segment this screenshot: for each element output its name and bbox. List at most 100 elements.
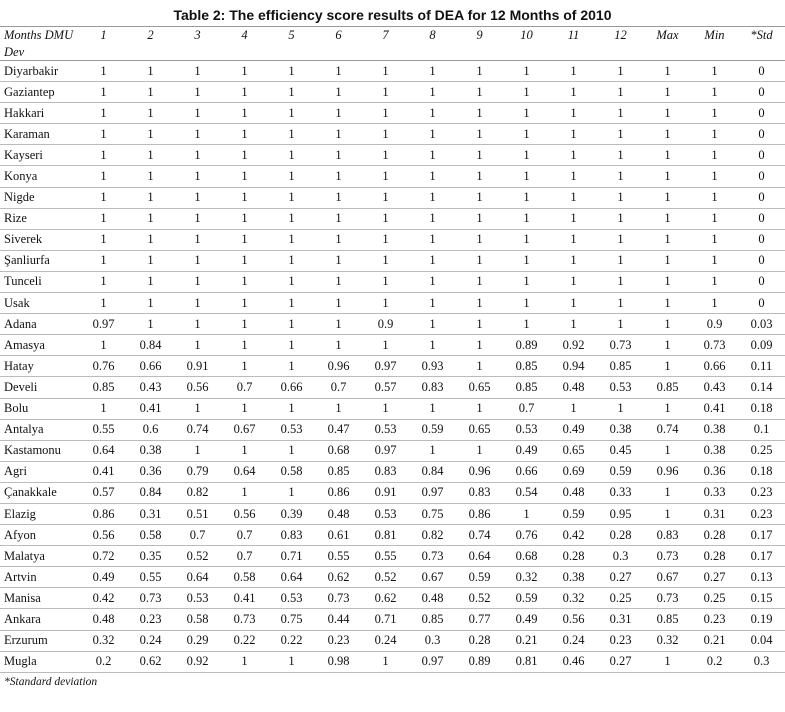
score-cell: 0.15 xyxy=(738,587,785,610)
score-cell: 0.53 xyxy=(268,419,315,441)
score-cell: 1 xyxy=(268,651,315,673)
score-cell: 0 xyxy=(738,250,785,272)
score-cell: 1 xyxy=(691,102,738,125)
score-cell: 1 xyxy=(409,398,456,420)
score-cell: 1 xyxy=(644,292,691,315)
score-cell: 1 xyxy=(268,398,315,420)
table-row: Şanliurfa 1 1 1 1 1 1 1 1 1 1 1 1 1 1 0 xyxy=(0,250,785,272)
score-cell: 1 xyxy=(409,144,456,167)
score-cell: 0.66 xyxy=(691,355,738,378)
dmu-name: Rize xyxy=(0,208,80,230)
score-cell: 1 xyxy=(362,398,409,420)
score-cell: 0.96 xyxy=(644,461,691,483)
score-cell: 1 xyxy=(644,334,691,357)
score-cell: 0 xyxy=(738,208,785,230)
dmu-name: Ankara xyxy=(0,608,80,631)
dmu-name: Antalya xyxy=(0,419,80,441)
score-cell: 0.33 xyxy=(691,482,738,504)
score-cell: 0.35 xyxy=(127,545,174,568)
score-cell: 1 xyxy=(503,123,550,146)
score-cell: 0.32 xyxy=(503,566,550,589)
score-cell: 0.86 xyxy=(80,503,127,526)
score-cell: 0.96 xyxy=(315,355,362,378)
score-cell: 1 xyxy=(644,250,691,272)
score-cell: 0.18 xyxy=(738,398,785,420)
score-cell: 1 xyxy=(550,271,597,294)
header-row: Months DMU 1 2 3 4 5 6 7 8 9 10 11 12 Max Min *Std xyxy=(0,26,785,44)
score-cell: 1 xyxy=(691,144,738,167)
score-cell: 1 xyxy=(174,187,221,209)
score-cell: 1 xyxy=(597,123,644,146)
score-cell: 1 xyxy=(503,271,550,294)
score-cell: 1 xyxy=(315,398,362,420)
score-cell: 1 xyxy=(550,292,597,315)
table-title: Table 2: The efficiency score results of… xyxy=(173,7,612,23)
score-cell: 0.27 xyxy=(597,566,644,589)
score-cell: 1 xyxy=(221,398,268,420)
score-cell: 1 xyxy=(315,229,362,251)
score-cell: 0.39 xyxy=(268,503,315,526)
score-cell: 0.67 xyxy=(221,419,268,441)
score-cell: 1 xyxy=(409,187,456,209)
score-cell: 1 xyxy=(315,165,362,188)
score-cell: 0.61 xyxy=(315,524,362,547)
score-cell: 1 xyxy=(691,292,738,315)
score-cell: 1 xyxy=(127,165,174,188)
score-cell: 0.56 xyxy=(174,376,221,399)
score-cell: 0.92 xyxy=(174,651,221,673)
score-cell: 1 xyxy=(644,144,691,167)
score-cell: 1 xyxy=(456,208,503,230)
score-cell: 1 xyxy=(691,250,738,272)
dmu-name: Agri xyxy=(0,461,80,483)
score-cell: 0.7 xyxy=(315,376,362,399)
score-cell: 1 xyxy=(268,187,315,209)
score-cell: 1 xyxy=(315,60,362,83)
score-cell: 0.58 xyxy=(221,566,268,589)
score-cell: 1 xyxy=(80,102,127,125)
score-cell: 0.48 xyxy=(80,608,127,631)
score-cell: 0.79 xyxy=(174,461,221,483)
header-cell: 4 xyxy=(221,26,268,44)
score-cell: 1 xyxy=(315,208,362,230)
score-cell: 1 xyxy=(268,334,315,357)
dmu-name: Nigde xyxy=(0,187,80,209)
score-cell: 0.24 xyxy=(127,630,174,652)
score-cell: 0.45 xyxy=(597,440,644,462)
score-cell: 0.17 xyxy=(738,524,785,547)
score-cell: 0.85 xyxy=(503,355,550,378)
score-cell: 0.95 xyxy=(597,503,644,526)
score-cell: 1 xyxy=(362,334,409,357)
footnote: *Standard deviation xyxy=(4,675,98,688)
score-cell: 0.14 xyxy=(738,376,785,399)
score-cell: 0.52 xyxy=(456,587,503,610)
score-cell: 1 xyxy=(80,292,127,315)
score-cell: 1 xyxy=(644,60,691,83)
score-cell: 0.85 xyxy=(409,608,456,631)
score-cell: 0.64 xyxy=(456,545,503,568)
score-cell: 1 xyxy=(174,144,221,167)
score-cell: 0.44 xyxy=(315,608,362,631)
score-cell: 1 xyxy=(80,334,127,357)
score-cell: 1 xyxy=(174,208,221,230)
score-cell: 0.48 xyxy=(550,376,597,399)
dmu-name: Afyon xyxy=(0,524,80,547)
dmu-name: Bolu xyxy=(0,398,80,420)
table-row: Gaziantep 1 1 1 1 1 1 1 1 1 1 1 1 1 1 0 xyxy=(0,81,785,104)
score-cell: 0.57 xyxy=(362,376,409,399)
score-cell: 0.55 xyxy=(80,419,127,441)
score-cell: 0.41 xyxy=(691,398,738,420)
score-cell: 1 xyxy=(503,102,550,125)
table-row: Bolu 1 0.41 1 1 1 1 1 1 1 0.7 1 1 1 0.41 0.18 xyxy=(0,398,785,420)
score-cell: 1 xyxy=(268,123,315,146)
score-cell: 0.31 xyxy=(597,608,644,631)
header-cell: 10 xyxy=(503,26,550,44)
score-cell: 1 xyxy=(362,123,409,146)
header-cell: 9 xyxy=(456,26,503,44)
score-cell: 1 xyxy=(127,271,174,294)
header-cell: 7 xyxy=(362,26,409,44)
score-cell: 1 xyxy=(127,81,174,104)
score-cell: 0.85 xyxy=(80,376,127,399)
score-cell: 1 xyxy=(456,102,503,125)
score-cell: 0.65 xyxy=(456,419,503,441)
